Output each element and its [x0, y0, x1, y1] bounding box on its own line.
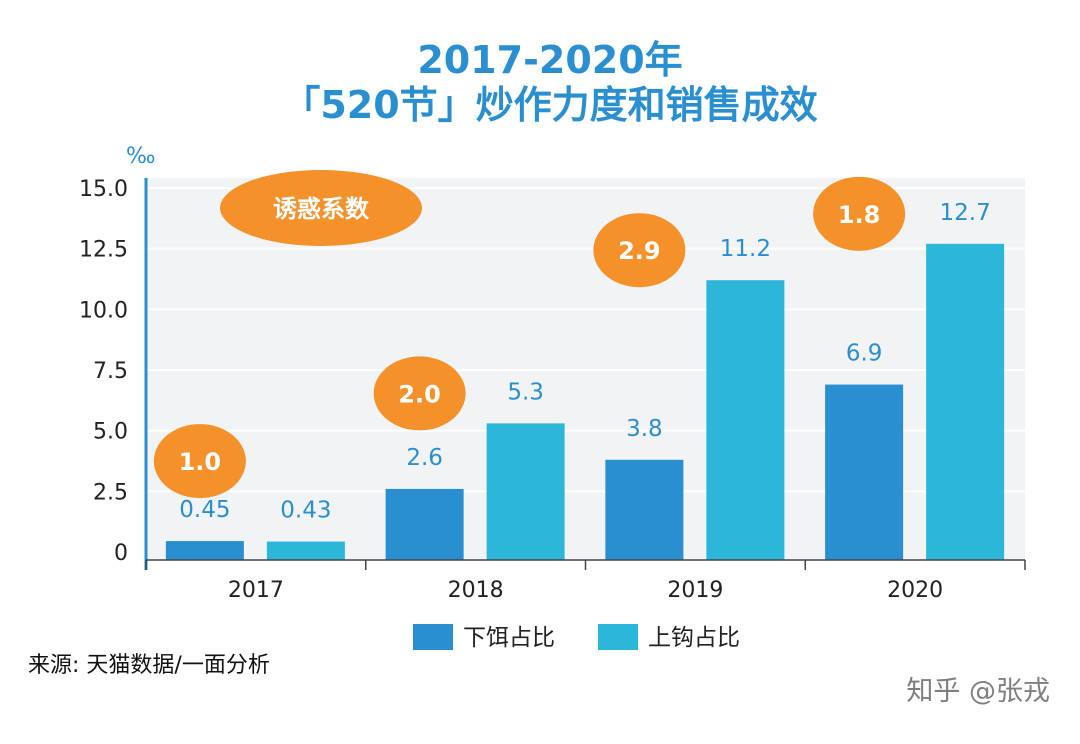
- y-tick-label: 15.0: [79, 177, 128, 202]
- data-label: 2.6: [406, 445, 443, 471]
- data-label: 0.45: [179, 497, 230, 523]
- data-label: 11.2: [720, 236, 771, 262]
- y-tick-label: 10.0: [79, 298, 128, 323]
- x-tick-label: 2019: [667, 578, 723, 603]
- chart-title-line1: 2017-2020年: [417, 38, 682, 82]
- y-tick-label: 5.0: [93, 420, 128, 445]
- temptation-badge: [153, 424, 246, 499]
- data-label: 6.9: [846, 341, 883, 367]
- y-tick-label: 2.5: [93, 480, 128, 505]
- data-label: 3.8: [626, 416, 663, 442]
- legend-label: 下饵占比: [463, 625, 555, 651]
- bar-hook: [266, 541, 345, 560]
- y-tick-label: 12.5: [79, 238, 128, 263]
- data-label: 5.3: [507, 379, 544, 405]
- bar-hook: [706, 280, 785, 560]
- temptation-badge: [813, 176, 906, 251]
- x-tick-label: 2020: [887, 578, 943, 603]
- y-tick-label: 0: [114, 541, 128, 566]
- chart-title-line2: 「520节」炒作力度和销售成效: [282, 83, 817, 127]
- x-tick-label: 2017: [228, 578, 284, 603]
- data-label: 12.7: [940, 200, 991, 226]
- legend-layer: 下饵占比 上钩占比: [413, 624, 740, 651]
- bar-bait: [385, 488, 464, 560]
- temptation-badge-label: 2.0: [398, 380, 441, 408]
- bar-hook: [486, 423, 565, 560]
- annotation-pill: [220, 170, 422, 246]
- bar-bait: [825, 384, 904, 560]
- legend-swatch: [413, 624, 453, 650]
- badge-layer: 1.0 2.0 2.9 1.8 诱惑系数: [153, 170, 906, 499]
- y-axis-unit: ‰: [126, 144, 156, 169]
- data-label: 0.43: [280, 498, 331, 524]
- source-note: 来源: 天猫数据/一面分析: [28, 653, 270, 678]
- bars-layer: [165, 243, 1005, 560]
- legend-swatch: [598, 624, 638, 650]
- temptation-badge: [373, 356, 466, 431]
- x-tick-label: 2018: [448, 578, 504, 603]
- watermark: 知乎 @张戎: [906, 676, 1050, 707]
- temptation-badge-label: 2.9: [618, 237, 661, 265]
- bar-hook: [926, 243, 1005, 560]
- temptation-badge: [593, 213, 686, 288]
- annotation-pill-label: 诱惑系数: [273, 195, 370, 223]
- bar-bait: [605, 459, 684, 560]
- temptation-badge-label: 1.8: [838, 201, 881, 229]
- y-tick-label: 7.5: [93, 359, 128, 384]
- bar-bait: [165, 541, 244, 560]
- temptation-badge-label: 1.0: [179, 448, 222, 476]
- labels-layer: 0.45 0.43 2.6 5.3 3.8 11.2 6.9 12.7: [179, 200, 990, 524]
- legend-label: 上钩占比: [648, 625, 740, 651]
- axis-layer: 0 2.5 5.0 7.5 10.0 12.5 15.0 2017 2018 2019 2020: [79, 177, 1026, 603]
